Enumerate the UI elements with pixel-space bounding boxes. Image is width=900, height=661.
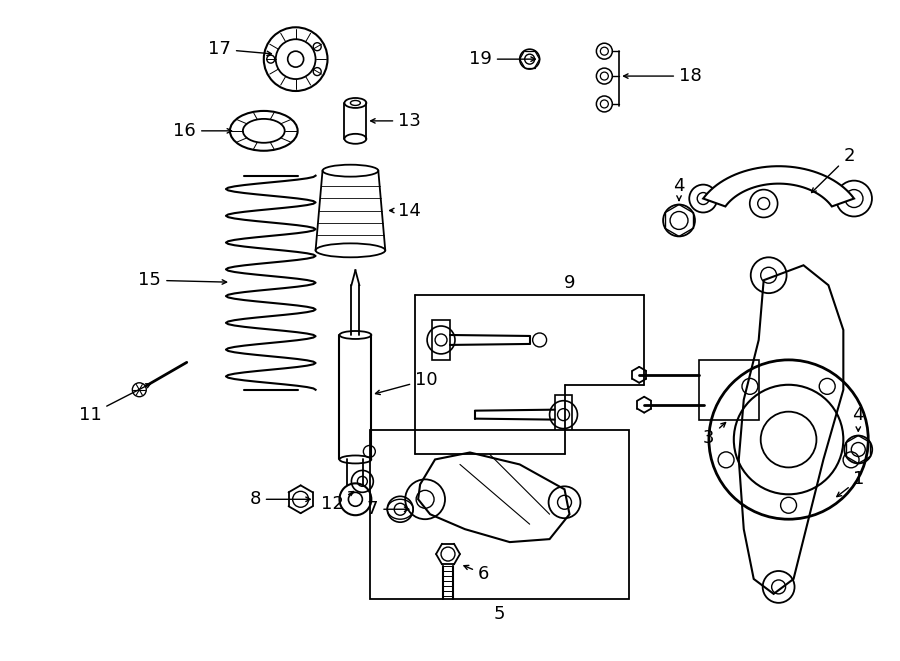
Text: 7: 7 [367, 500, 409, 518]
Text: 18: 18 [624, 67, 702, 85]
Text: 4: 4 [852, 406, 864, 431]
Text: 13: 13 [371, 112, 421, 130]
Text: 6: 6 [464, 565, 490, 583]
Bar [554, 395, 572, 434]
Text: 19: 19 [469, 50, 536, 68]
Text: 3: 3 [703, 422, 725, 447]
Text: 11: 11 [78, 384, 150, 424]
Circle shape [132, 383, 147, 397]
Text: 4: 4 [673, 176, 685, 200]
Text: 8: 8 [249, 490, 310, 508]
Text: 5: 5 [494, 605, 506, 623]
Text: 16: 16 [174, 122, 231, 140]
Text: 10: 10 [375, 371, 437, 395]
Bar [370, 430, 629, 599]
Text: 12: 12 [320, 492, 354, 514]
Text: 15: 15 [139, 271, 227, 290]
Bar [432, 320, 450, 360]
Text: 17: 17 [208, 40, 272, 58]
Text: 9: 9 [563, 274, 575, 292]
Text: 1: 1 [837, 471, 865, 496]
Text: 14: 14 [390, 202, 421, 219]
Polygon shape [703, 166, 854, 206]
Bar [699, 360, 759, 420]
Text: 2: 2 [812, 147, 855, 192]
